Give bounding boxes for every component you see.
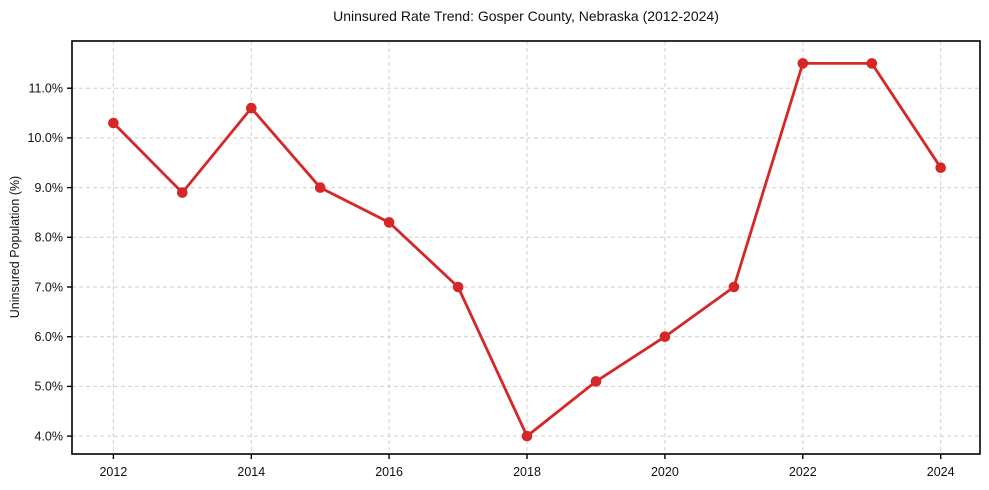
y-tick-label: 11.0% [28, 82, 63, 96]
data-point-marker [866, 58, 878, 69]
x-tick-label: 2018 [513, 465, 541, 479]
y-axis-label: Uninsured Population (%) [8, 176, 22, 318]
data-point-marker [797, 58, 809, 69]
x-tick-label: 2024 [927, 465, 955, 479]
data-point-marker [246, 102, 257, 114]
y-tick-label: 8.0% [35, 231, 64, 245]
data-point-marker [108, 117, 119, 129]
data-point-marker [314, 182, 326, 193]
data-point-marker [177, 187, 188, 198]
x-tick-label: 2016 [375, 465, 403, 479]
x-tick-label: 2022 [789, 465, 817, 479]
y-tick-label: 7.0% [35, 280, 64, 294]
data-point-marker [935, 162, 946, 173]
y-tick-label: 10.0% [28, 131, 63, 145]
y-tick-label: 5.0% [35, 380, 64, 394]
data-point-marker [728, 281, 740, 293]
y-tick-label: 4.0% [35, 429, 64, 443]
x-tick-label: 2014 [237, 465, 265, 479]
data-point-marker [452, 281, 464, 293]
data-point-marker [383, 217, 395, 228]
x-tick-label: 2012 [99, 465, 127, 479]
data-point-marker [590, 376, 602, 387]
data-point-marker [521, 430, 533, 442]
data-point-marker [659, 331, 671, 343]
y-tick-label: 9.0% [35, 181, 64, 195]
y-tick-label: 6.0% [35, 330, 64, 344]
x-tick-label: 2020 [651, 465, 679, 479]
plot-border [71, 40, 981, 455]
chart-title: Uninsured Rate Trend: Gosper County, Neb… [333, 8, 719, 24]
